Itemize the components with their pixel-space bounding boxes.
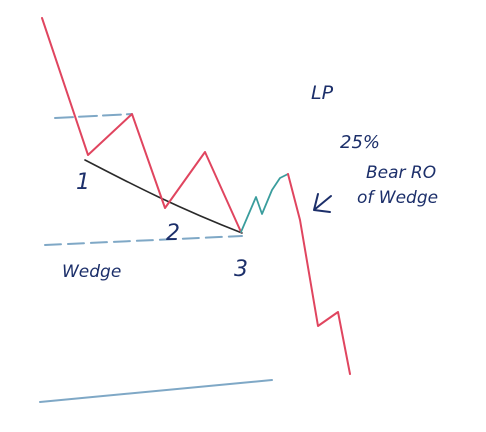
wedge-trend-line (84, 159, 243, 234)
wedge-label: Wedge (62, 262, 121, 282)
wedge-base-guide-line (44, 235, 243, 246)
percent-label: 25% (340, 132, 380, 153)
target-guide-line (39, 379, 273, 403)
upper-guide-line (54, 113, 133, 119)
point-1-label: 1 (76, 170, 90, 195)
point-3-label: 3 (234, 257, 248, 282)
price-path-down (41, 17, 242, 233)
price-path-breakdown (287, 173, 351, 375)
rebound-path (240, 173, 289, 233)
of-wedge-label: of Wedge (357, 188, 438, 208)
lp-label: LP (311, 82, 334, 104)
point-2-label: 2 (166, 221, 180, 246)
bear-ro-label: Bear RO (366, 163, 436, 183)
arrow-icon (313, 193, 332, 213)
